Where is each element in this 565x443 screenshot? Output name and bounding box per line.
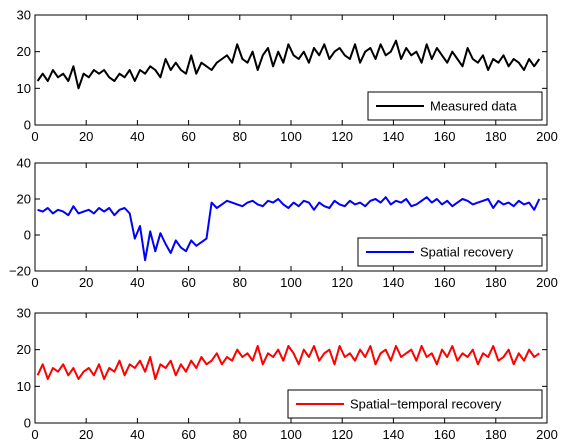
x-tick-label: 40 <box>130 129 144 144</box>
x-tick-label: 0 <box>31 427 38 442</box>
x-tick-label: 60 <box>181 427 195 442</box>
x-tick-label: 160 <box>434 427 456 442</box>
x-tick-label: 140 <box>383 129 405 144</box>
x-tick-label: 0 <box>31 275 38 290</box>
y-tick-label: 0 <box>24 228 31 243</box>
x-tick-label: 20 <box>79 427 93 442</box>
x-tick-label: 40 <box>130 275 144 290</box>
x-tick-label: 60 <box>181 275 195 290</box>
legend-label: Measured data <box>430 99 517 114</box>
x-tick-label: 200 <box>536 129 558 144</box>
legend-label: Spatial recovery <box>420 245 514 260</box>
x-tick-label: 40 <box>130 427 144 442</box>
x-tick-label: 100 <box>280 275 302 290</box>
x-tick-label: 100 <box>280 129 302 144</box>
x-tick-label: 120 <box>331 275 353 290</box>
x-tick-label: 140 <box>383 275 405 290</box>
y-tick-label: 10 <box>17 81 31 96</box>
spatial-temporal-series-line <box>36 345 540 380</box>
x-tick-label: 200 <box>536 427 558 442</box>
y-tick-label: −20 <box>9 264 31 279</box>
x-tick-label: 80 <box>233 275 247 290</box>
measured-legend: Measured data <box>367 91 543 121</box>
measured-panel: 0 20 40 60 80 100 120 140 160 180 200 0 10 20 30 Measur… <box>17 8 558 145</box>
y-tick-label: 20 <box>17 342 31 357</box>
legend-box <box>367 91 543 121</box>
y-tick-label: 40 <box>17 156 31 171</box>
x-tick-label: 160 <box>434 275 456 290</box>
y-tick-label: 0 <box>24 118 31 133</box>
spatial-temporal-panel: 0 20 40 60 80 100 120 140 160 180 200 0 10 20 30 Spatia… <box>17 306 558 443</box>
x-tick-label: 0 <box>31 129 38 144</box>
legend-label: Spatial−temporal recovery <box>350 397 502 412</box>
y-tick-label: 20 <box>17 192 31 207</box>
spatial-legend: Spatial recovery <box>357 237 543 267</box>
x-tick-label: 160 <box>434 129 456 144</box>
x-tick-label: 180 <box>485 275 507 290</box>
y-tick-label: 30 <box>17 306 31 321</box>
x-tick-label: 20 <box>79 129 93 144</box>
spatial-temporal-legend: Spatial−temporal recovery <box>287 389 543 419</box>
x-tick-label: 60 <box>181 129 195 144</box>
x-tick-label: 80 <box>233 427 247 442</box>
spatial-series-line <box>37 196 541 262</box>
x-tick-label: 100 <box>280 427 302 442</box>
x-tick-label: 180 <box>485 427 507 442</box>
y-tick-label: 0 <box>24 416 31 431</box>
x-tick-label: 140 <box>383 427 405 442</box>
x-tick-label: 180 <box>485 129 507 144</box>
x-tick-label: 20 <box>79 275 93 290</box>
y-tick-label: 30 <box>17 8 31 23</box>
x-tick-label: 200 <box>536 275 558 290</box>
x-tick-label: 80 <box>233 129 247 144</box>
y-tick-label: 20 <box>17 44 31 59</box>
x-tick-label: 120 <box>331 427 353 442</box>
x-tick-label: 120 <box>331 129 353 144</box>
spatial-panel: 0 20 40 60 80 100 120 140 160 180 200−2002040Spati… <box>9 156 558 291</box>
measured-series-line <box>36 39 541 90</box>
y-tick-label: 10 <box>17 379 31 394</box>
